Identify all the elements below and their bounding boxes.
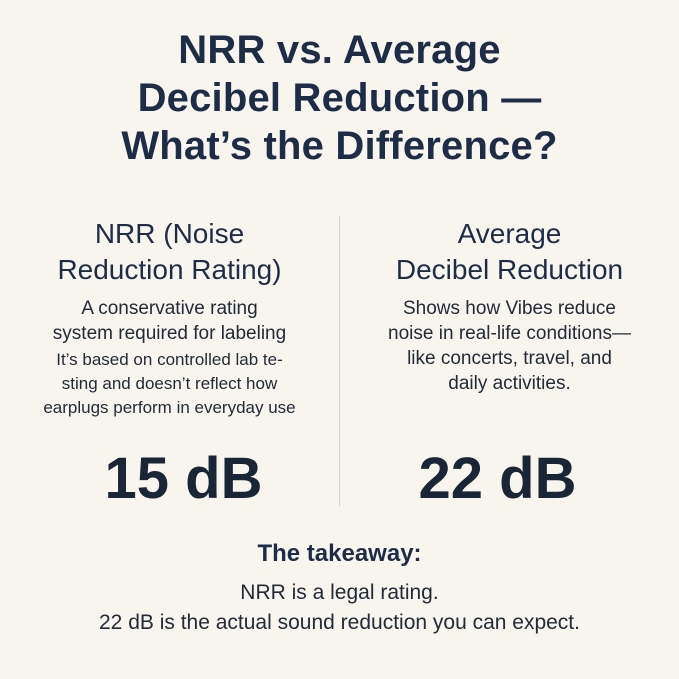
average-heading-line-1: Average — [457, 218, 562, 249]
average-desc-line-3: like concerts, travel, and — [407, 348, 612, 369]
nrr-note-line-3: earplugs perform in everyday use — [43, 398, 296, 417]
takeaway-line-2: 22 dB is the actual sound reduction you … — [99, 611, 580, 634]
column-divider — [339, 216, 340, 506]
average-column: Average Decibel Reduction Shows how Vibe… — [340, 216, 679, 396]
average-heading-line-2: Decibel Reduction — [395, 254, 624, 285]
nrr-note-line-1: It’s based on controlled lab te- — [56, 350, 283, 369]
average-value: 22 dB — [418, 446, 577, 511]
nrr-value: 15 dB — [104, 446, 263, 511]
nrr-heading: NRR (Noise Reduction Rating) — [0, 216, 339, 288]
nrr-heading-line-1: NRR (Noise — [94, 218, 245, 249]
title-line-2: Decibel Reduction — — [137, 76, 542, 120]
title-line-1: NRR vs. Average — [178, 28, 501, 72]
nrr-desc-line-1: A conservative rating — [81, 298, 258, 319]
average-heading: Average Decibel Reduction — [340, 216, 679, 288]
average-desc-line-2: noise in real-life conditions— — [388, 323, 631, 344]
takeaway-line-1: NRR is a legal rating. — [240, 581, 439, 604]
takeaway-title: The takeaway: — [257, 540, 422, 567]
page-title: NRR vs. Average Decibel Reduction — What… — [0, 26, 679, 170]
average-description: Shows how Vibes reduce noise in real-lif… — [340, 296, 679, 396]
nrr-note-line-2: sting and doesn’t reflect how — [61, 374, 278, 393]
average-desc-line-4: daily activities. — [448, 373, 571, 394]
nrr-desc-line-2: system required for labeling — [52, 323, 287, 344]
nrr-column: NRR (Noise Reduction Rating) A conservat… — [0, 216, 339, 420]
nrr-description: A conservative rating system required fo… — [0, 296, 339, 346]
average-desc-line-1: Shows how Vibes reduce — [403, 298, 616, 319]
title-line-3: What’s the Difference? — [121, 124, 558, 168]
nrr-heading-line-2: Reduction Rating) — [57, 254, 282, 285]
nrr-note: It’s based on controlled lab te- sting a… — [0, 348, 339, 420]
